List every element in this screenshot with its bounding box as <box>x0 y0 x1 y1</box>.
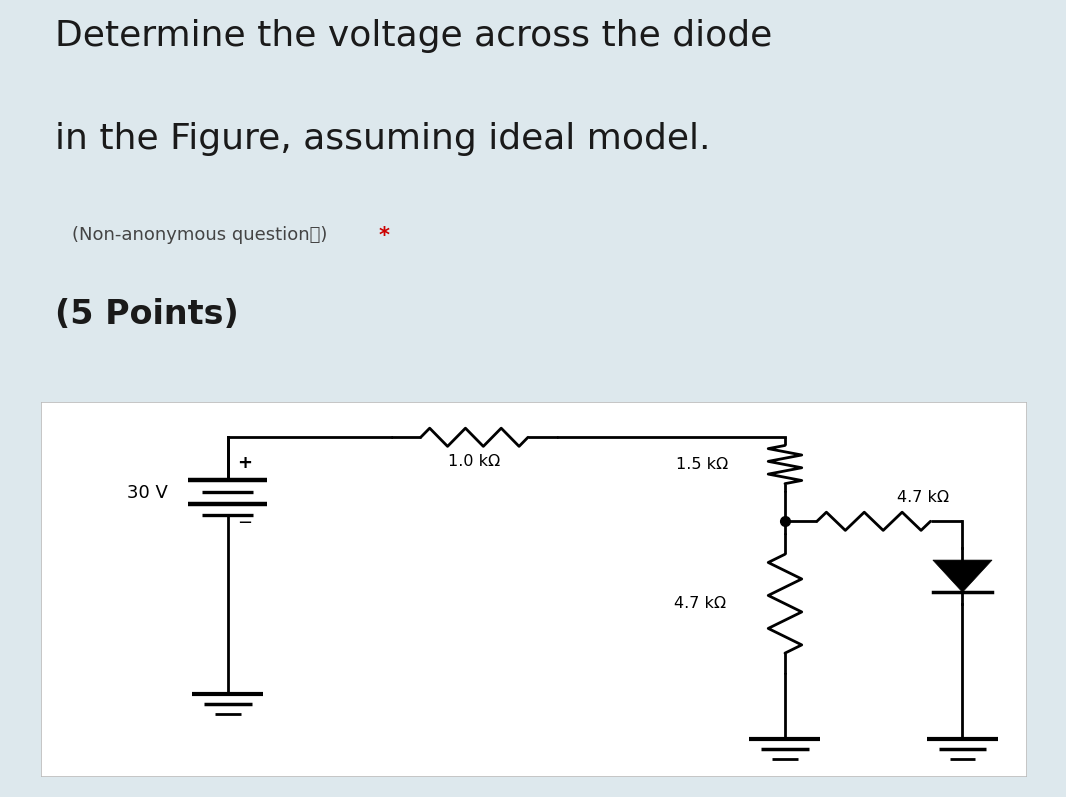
Text: 4.7 kΩ: 4.7 kΩ <box>897 490 949 505</box>
Text: (Non-anonymous questionⓘ): (Non-anonymous questionⓘ) <box>72 226 334 244</box>
Text: 1.0 kΩ: 1.0 kΩ <box>448 454 501 469</box>
Text: Determine the voltage across the diode: Determine the voltage across the diode <box>55 19 773 53</box>
Text: −: − <box>237 514 253 532</box>
Text: in the Figure, assuming ideal model.: in the Figure, assuming ideal model. <box>55 123 711 156</box>
Text: 1.5 kΩ: 1.5 kΩ <box>676 457 728 472</box>
Text: *: * <box>378 226 389 245</box>
Polygon shape <box>933 560 992 592</box>
Text: 4.7 kΩ: 4.7 kΩ <box>674 596 726 611</box>
Text: 30 V: 30 V <box>127 485 167 502</box>
Text: (5 Points): (5 Points) <box>55 298 239 332</box>
Text: +: + <box>237 454 253 472</box>
